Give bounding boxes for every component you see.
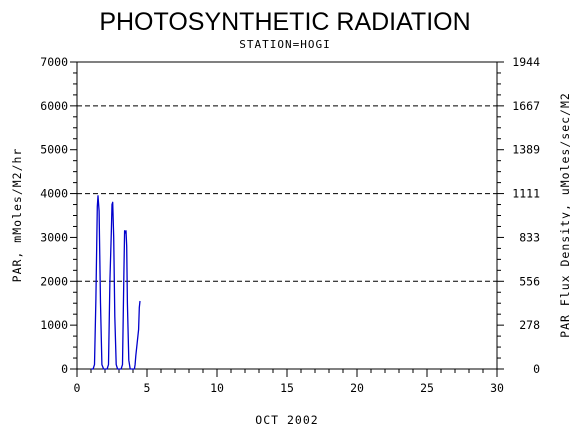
x-tick-label: 0 xyxy=(74,381,81,395)
x-axis: 0 5 10 15 20 25 30 xyxy=(74,369,504,395)
chart-subtitle: STATION=HOGI xyxy=(239,38,330,51)
y2-tick-label: 1944 xyxy=(512,55,540,69)
y-tick-label: 1000 xyxy=(40,318,68,332)
x-tick-label: 15 xyxy=(280,381,294,395)
x-tick-label: 20 xyxy=(350,381,364,395)
y2-tick-label: 1389 xyxy=(512,143,540,157)
y-axis-right: 0 278 556 833 1111 1389 1667 1944 xyxy=(497,55,540,376)
par-series-line xyxy=(91,195,141,370)
series-layer xyxy=(91,195,141,370)
y-axis-label: PAR, mMoles/M2/hr xyxy=(10,148,24,283)
y2-tick-label: 556 xyxy=(519,274,540,288)
x-tick-label: 5 xyxy=(144,381,151,395)
y-tick-label: 4000 xyxy=(40,187,68,201)
y-tick-label: 2000 xyxy=(40,274,68,288)
chart-title: PHOTOSYNTHETIC RADIATION xyxy=(99,8,470,36)
y-tick-label: 3000 xyxy=(40,230,68,244)
x-axis-label: OCT 2002 xyxy=(255,413,318,427)
y-tick-label: 5000 xyxy=(40,143,68,157)
y-axis-left: 0 1000 2000 3000 4000 5000 6000 7000 xyxy=(40,55,77,376)
y2-tick-label: 1667 xyxy=(512,99,540,113)
x-tick-label: 10 xyxy=(210,381,224,395)
y2-axis-label: PAR Flux Density, uMoles/sec/M2 xyxy=(558,92,570,338)
y2-tick-label: 278 xyxy=(519,318,540,332)
y2-tick-label: 0 xyxy=(533,362,540,376)
y2-tick-label: 833 xyxy=(519,230,540,244)
x-tick-label: 30 xyxy=(490,381,504,395)
y2-tick-label: 1111 xyxy=(512,187,540,201)
y-tick-label: 7000 xyxy=(40,55,68,69)
gridlines xyxy=(77,105,497,282)
plot-frame xyxy=(76,61,498,370)
y-tick-label: 6000 xyxy=(40,99,68,113)
x-tick-label: 25 xyxy=(420,381,434,395)
y-tick-label: 0 xyxy=(61,362,68,376)
